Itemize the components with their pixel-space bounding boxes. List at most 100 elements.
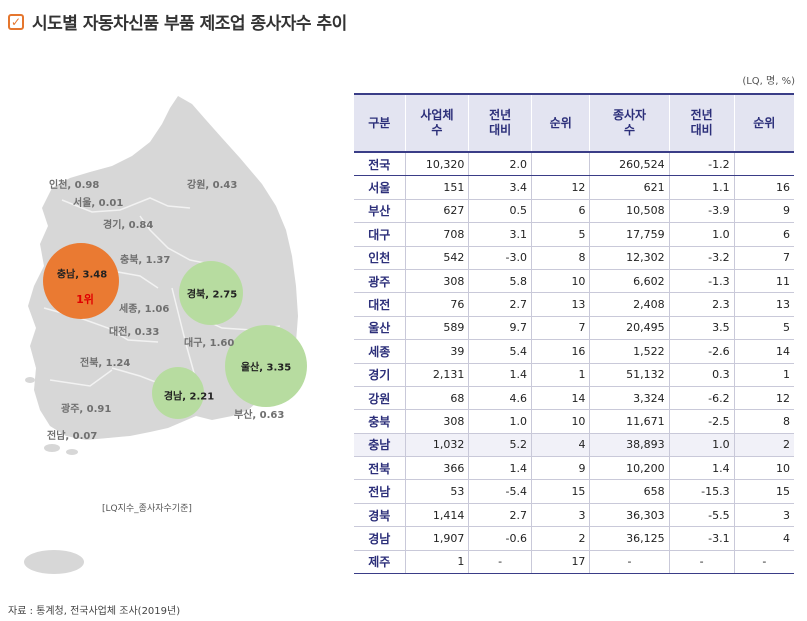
title-row: ✓ 시도별 자동차신품 부품 제조업 종사자수 추이 bbox=[8, 9, 347, 34]
table-cell: -2.6 bbox=[668, 339, 735, 364]
col-header: 전년 대비 bbox=[468, 93, 532, 153]
table-row: 대전 76 2.7 13 2,408 2.3 13 bbox=[354, 292, 794, 317]
table-row: 전남 53 -5.4 15 658 -15.3 15 bbox=[354, 479, 794, 504]
table-cell: 308 bbox=[404, 269, 469, 294]
row-label: 충북 bbox=[354, 409, 406, 434]
bubble-label-gyeongnam: 경남, 2.21 bbox=[163, 391, 215, 403]
table-cell: 10 bbox=[530, 409, 590, 434]
table-cell: 10,320 bbox=[404, 152, 469, 177]
table-cell: 15 bbox=[733, 479, 794, 504]
table-cell: -2.5 bbox=[668, 409, 735, 434]
table-cell: 1.4 bbox=[668, 456, 735, 481]
bubble-label-ulsan: 울산, 3.35 bbox=[240, 362, 292, 374]
table-row: 울산 589 9.7 7 20,495 3.5 5 bbox=[354, 316, 794, 341]
table-cell: 5 bbox=[733, 316, 794, 341]
table-cell: 3.1 bbox=[468, 222, 532, 247]
table-cell: 11 bbox=[733, 269, 794, 294]
row-label: 전북 bbox=[354, 456, 406, 481]
table-header-row: 구분 사업체 수 전년 대비 순위 종사자 수 전년 대비 순위 bbox=[354, 93, 794, 153]
table-cell: 3.5 bbox=[668, 316, 735, 341]
table-cell: 542 bbox=[404, 246, 469, 270]
region-label-daegu: 대구, 1.60 bbox=[184, 338, 235, 349]
table-cell: -1.2 bbox=[668, 152, 735, 177]
table-cell: 9 bbox=[530, 456, 590, 481]
table-cell: 1.0 bbox=[468, 409, 532, 434]
table-cell: 589 bbox=[404, 316, 469, 341]
table-cell: 2 bbox=[530, 526, 590, 551]
table-cell: 12,302 bbox=[589, 246, 670, 270]
col-header: 종사자 수 bbox=[589, 93, 670, 153]
table-cell: 2.7 bbox=[468, 292, 532, 317]
row-label: 울산 bbox=[354, 316, 406, 341]
table-row: 광주 308 5.8 10 6,602 -1.3 11 bbox=[354, 269, 794, 294]
region-label-gyeonggi: 경기, 0.84 bbox=[103, 220, 154, 231]
table-cell: 10,508 bbox=[589, 199, 670, 224]
region-label-gwangju: 광주, 0.91 bbox=[61, 404, 112, 415]
table-row: 부산 627 0.5 6 10,508 -3.9 9 bbox=[354, 199, 794, 224]
table-cell: 1 bbox=[530, 363, 590, 387]
table-cell: 8 bbox=[530, 246, 590, 270]
table-cell: 1,032 bbox=[404, 433, 469, 458]
bubble-label-gyeongbuk: 경북, 2.75 bbox=[186, 289, 238, 301]
table-cell: 20,495 bbox=[589, 316, 670, 341]
table-cell: 1,522 bbox=[589, 339, 670, 364]
table-cell: 10 bbox=[733, 456, 794, 481]
region-label-jeonbuk: 전북, 1.24 bbox=[80, 358, 131, 369]
table-cell: 13 bbox=[733, 292, 794, 317]
island-shape bbox=[66, 449, 78, 455]
row-label: 세종 bbox=[354, 339, 406, 364]
table-cell: -15.3 bbox=[668, 479, 735, 504]
table-row: 전북 366 1.4 9 10,200 1.4 10 bbox=[354, 456, 794, 481]
row-label: 전국 bbox=[354, 152, 406, 177]
table-cell: -5.5 bbox=[668, 503, 735, 528]
col-header: 순위 bbox=[733, 93, 794, 153]
table-cell: 17 bbox=[530, 550, 590, 575]
col-header: 전년 대비 bbox=[668, 93, 735, 153]
row-label: 경남 bbox=[354, 526, 406, 551]
row-label: 대구 bbox=[354, 222, 406, 247]
table-cell: 12 bbox=[733, 386, 794, 411]
data-table: 구분 사업체 수 전년 대비 순위 종사자 수 전년 대비 순위 전국 10,320 2.0… bbox=[354, 93, 794, 575]
table-cell: 6,602 bbox=[589, 269, 670, 294]
table-cell: 0.3 bbox=[668, 363, 735, 387]
table-row: 강원 68 4.6 14 3,324 -6.2 12 bbox=[354, 386, 794, 411]
bubble-gyeongbuk bbox=[179, 261, 243, 325]
row-label: 서울 bbox=[354, 175, 406, 200]
table-cell: 151 bbox=[404, 175, 469, 200]
col-header: 구분 bbox=[354, 93, 406, 153]
bubble-chungnam bbox=[43, 243, 119, 319]
region-label-sejong: 세종, 1.06 bbox=[119, 304, 170, 315]
table-cell: 8 bbox=[733, 409, 794, 434]
table-cell: 14 bbox=[530, 386, 590, 411]
table-cell: 3,324 bbox=[589, 386, 670, 411]
page-title: 시도별 자동차신품 부품 제조업 종사자수 추이 bbox=[32, 14, 347, 34]
row-label: 광주 bbox=[354, 269, 406, 294]
table-row: 경북 1,414 2.7 3 36,303 -5.5 3 bbox=[354, 503, 794, 528]
table-cell: 39 bbox=[404, 339, 469, 364]
row-label: 대전 bbox=[354, 292, 406, 317]
island-shape bbox=[25, 377, 35, 383]
col-header: 사업체 수 bbox=[404, 93, 469, 153]
table-cell: 14 bbox=[733, 339, 794, 364]
table-cell: 68 bbox=[404, 386, 469, 411]
table-cell: 658 bbox=[589, 479, 670, 504]
row-label: 충남 bbox=[354, 433, 406, 458]
table-cell: - bbox=[733, 550, 794, 575]
table-row: 서울 151 3.4 12 621 1.1 16 bbox=[354, 175, 794, 200]
row-label: 경기 bbox=[354, 363, 406, 387]
table-cell: 2,408 bbox=[589, 292, 670, 317]
table-cell: 17,759 bbox=[589, 222, 670, 247]
region-label-incheon: 인천, 0.98 bbox=[49, 180, 100, 191]
table-cell: 76 bbox=[404, 292, 469, 317]
table-cell: 3 bbox=[733, 503, 794, 528]
table-cell: 0.5 bbox=[468, 199, 532, 224]
table-cell: 1.1 bbox=[668, 175, 735, 200]
table-body: 전국 10,320 2.0 260,524 -1.2 서울 151 3.4 12 621 1.1 16… bbox=[354, 152, 794, 575]
region-label-daejeon: 대전, 0.33 bbox=[109, 327, 160, 338]
table-row: 충남 1,032 5.2 4 38,893 1.0 2 bbox=[354, 433, 794, 458]
table-cell: 3.4 bbox=[468, 175, 532, 200]
table-cell: 1.4 bbox=[468, 363, 532, 387]
table-cell: 2.7 bbox=[468, 503, 532, 528]
table-cell: 12 bbox=[530, 175, 590, 200]
table-cell: 4.6 bbox=[468, 386, 532, 411]
